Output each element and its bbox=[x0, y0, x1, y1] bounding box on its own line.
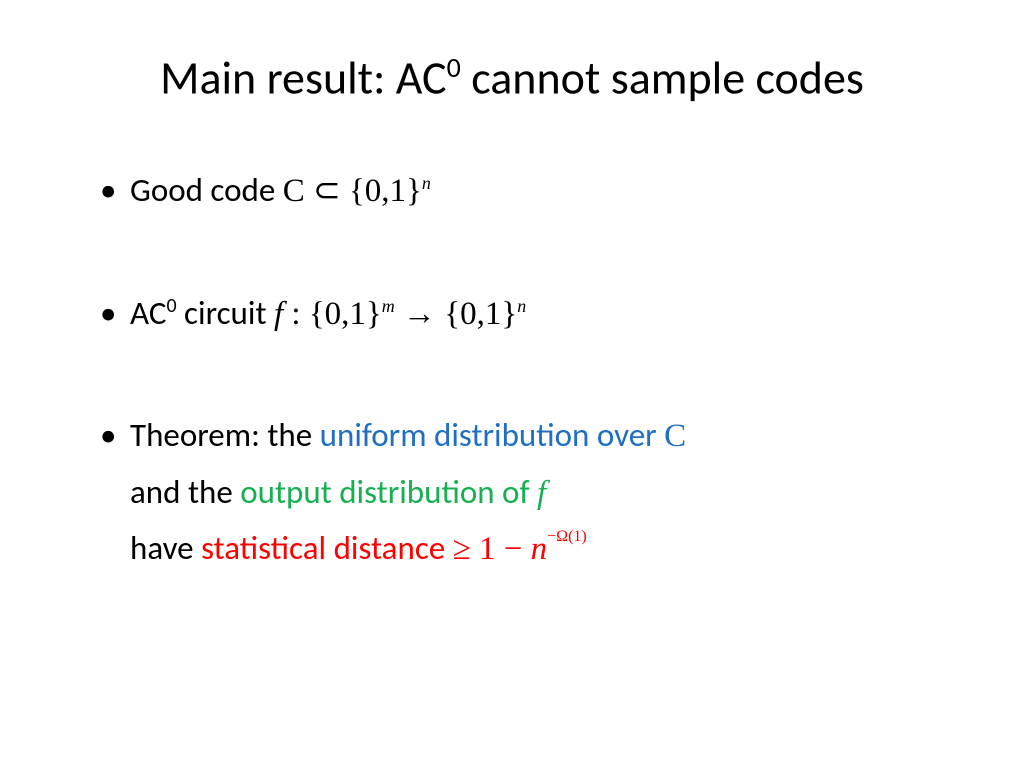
thm-line2-b: output distribution of bbox=[240, 472, 537, 512]
thm-line3-b: statistical distance bbox=[201, 528, 453, 568]
math-f: f bbox=[274, 296, 283, 332]
math-arrow: → bbox=[395, 296, 445, 332]
math-set: {0,1} bbox=[349, 173, 422, 209]
thm-line3: have statistical distance ≥ 1 − n−Ω(1) bbox=[130, 524, 954, 575]
thm-line1-b: uniform distribution over bbox=[320, 415, 664, 455]
slide-title: Main result: AC0 cannot sample codes bbox=[70, 50, 954, 106]
thm-line2-a: and the bbox=[130, 472, 240, 512]
bullet-list: Good code C ⊂ {0,1}n AC0 circuit f : {0,… bbox=[70, 166, 954, 575]
bullet-item-theorem: Theorem: the uniform distribution over C… bbox=[100, 411, 954, 575]
thm-line1-a: Theorem: the bbox=[130, 415, 320, 455]
title-prefix: Main result: AC bbox=[160, 50, 446, 106]
thm-line1-C: C bbox=[664, 418, 686, 454]
slide: Main result: AC0 cannot sample codes Goo… bbox=[0, 0, 1024, 768]
math-cod-exp: n bbox=[517, 296, 526, 316]
math-exp-n: n bbox=[422, 173, 431, 193]
title-superscript: 0 bbox=[447, 50, 461, 85]
thm-expr: 1 − bbox=[479, 531, 531, 567]
math-colon: : bbox=[283, 296, 309, 332]
thm-geq: ≥ bbox=[453, 531, 479, 567]
bullet2-sup: 0 bbox=[166, 294, 176, 318]
bullet1-math: C ⊂ {0,1}n bbox=[283, 173, 431, 209]
math-dom: {0,1} bbox=[309, 296, 382, 332]
bullet2-math: f : {0,1}m → {0,1}n bbox=[274, 296, 526, 332]
bullet1-label: Good code bbox=[130, 170, 283, 210]
thm-exp: −Ω(1) bbox=[547, 528, 587, 545]
bullet-item-ac0-circuit: AC0 circuit f : {0,1}m → {0,1}n bbox=[100, 289, 954, 340]
math-dom-exp: m bbox=[382, 296, 395, 316]
math-subset: ⊂ bbox=[305, 173, 349, 209]
title-suffix: cannot sample codes bbox=[461, 50, 864, 106]
math-C: C bbox=[283, 173, 305, 209]
thm-line2-f: f bbox=[537, 475, 546, 511]
thm-n: n bbox=[531, 531, 548, 567]
bullet-item-good-code: Good code C ⊂ {0,1}n bbox=[100, 166, 954, 217]
thm-line2: and the output distribution of f bbox=[130, 468, 954, 519]
thm-line3-a: have bbox=[130, 528, 201, 568]
bullet2-pre: AC bbox=[130, 293, 166, 333]
math-cod: {0,1} bbox=[444, 296, 517, 332]
bullet2-post: circuit bbox=[177, 293, 274, 333]
thm-line3-math: ≥ 1 − n−Ω(1) bbox=[453, 531, 587, 567]
